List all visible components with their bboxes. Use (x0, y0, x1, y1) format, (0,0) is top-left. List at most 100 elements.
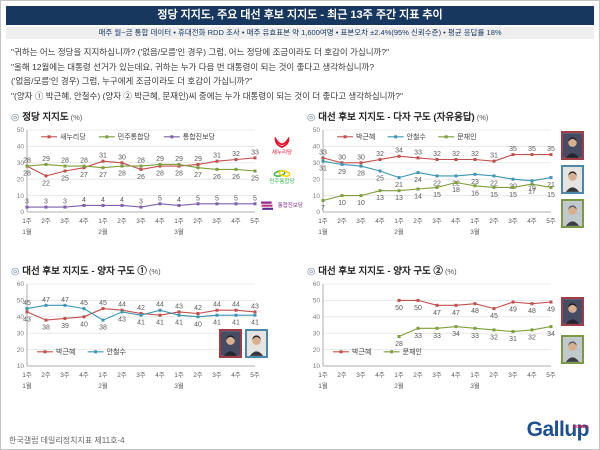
value-label: 28 (137, 158, 145, 165)
value-label: 45 (490, 313, 498, 320)
saenuri-party-logo: 새누리당 (263, 137, 301, 156)
data-point (473, 302, 477, 306)
value-label: 4 (82, 197, 86, 204)
data-point (492, 174, 496, 178)
data-point (25, 205, 29, 209)
value-label: 28 (80, 158, 88, 165)
month-label: 2월 (98, 381, 108, 390)
value-label: 28 (156, 171, 164, 178)
y-tick-label: 20 (313, 176, 321, 183)
value-label: 42 (194, 305, 202, 312)
value-label: 17 (528, 189, 536, 196)
x-tick-label: 3주 (432, 371, 442, 379)
legend-marker (343, 135, 347, 139)
bullet-icon: ◎ (11, 266, 20, 277)
data-point (416, 298, 420, 302)
value-label: 26 (137, 174, 145, 181)
data-point (25, 310, 29, 314)
data-point (454, 325, 458, 329)
data-point (378, 189, 382, 193)
head-to-head-2-plot: 10 20 30 40 50 60 1주 2주 3주 4주 1주 2주 3주 4주 1주 2주 3주 4주 5주 1월… (313, 281, 556, 390)
value-label: 45 (99, 300, 107, 307)
value-label: 43 (23, 316, 31, 323)
value-label: 26 (213, 174, 221, 181)
value-label: 21 (395, 182, 403, 189)
question-line: ('없음/모름'인 경우) 그럼, 누구에게 조금이라도 더 호감이 가십니까?… (11, 76, 253, 86)
data-point (44, 318, 48, 322)
data-point (196, 312, 200, 316)
value-label: 15 (490, 192, 498, 199)
value-label: 44 (232, 302, 240, 309)
data-point (530, 153, 534, 157)
month-label: 2월 (394, 381, 404, 390)
value-label: 15 (547, 192, 555, 199)
y-tick-label: 60 (313, 281, 321, 288)
y-tick-label: 60 (17, 281, 25, 288)
data-point (492, 159, 496, 163)
legend-label: 박근혜 (56, 347, 75, 356)
data-point (101, 166, 105, 170)
value-label: 32 (490, 334, 498, 341)
data-point (82, 315, 86, 319)
data-point (82, 164, 86, 168)
value-label: 32 (433, 151, 441, 158)
value-label: 21 (547, 182, 555, 189)
y-tick-label: 40 (17, 144, 25, 151)
data-point (492, 185, 496, 189)
data-point (454, 158, 458, 162)
value-label: 3 (63, 199, 67, 206)
legend-marker (105, 135, 109, 139)
data-point (101, 307, 105, 311)
data-point (196, 162, 200, 166)
data-point (359, 194, 363, 198)
question-line: "(양자 ① 박근혜, 안철수) (양자 ② 박근혜, 문재인)씨 중에는 누가… (11, 90, 404, 101)
data-point (340, 162, 344, 166)
chart-unit: (%) (70, 113, 83, 122)
value-label: 28 (357, 171, 365, 178)
value-label: 41 (232, 320, 240, 327)
value-label: 22 (42, 180, 50, 187)
x-tick-label: 3주 (508, 217, 518, 225)
legend-marker (390, 350, 394, 354)
data-point (378, 158, 382, 162)
value-label: 13 (376, 195, 384, 202)
tongjin-logo-icon (261, 201, 274, 210)
data-point (101, 203, 105, 207)
data-point (177, 164, 181, 168)
data-point (158, 313, 162, 317)
legend-marker (444, 135, 448, 139)
data-point (44, 303, 48, 307)
data-point (139, 313, 143, 317)
data-point (234, 167, 238, 171)
x-tick-label: 2주 (117, 371, 127, 379)
data-point (340, 194, 344, 198)
x-tick-label: 3주 (356, 371, 366, 379)
value-label: 13 (395, 195, 403, 202)
value-label: 34 (547, 331, 555, 338)
value-label: 23 (471, 179, 479, 186)
head-to-head-1-chart: ◎ 대선 후보 지지도 - 양자 구도 ① (%) 10 20 30 40 50 60 1주 2주… (11, 263, 303, 411)
x-tick-label: 3주 (136, 371, 146, 379)
data-point (158, 162, 162, 166)
x-tick-label: 2주 (337, 371, 347, 379)
source-citation: 한국갤럽 데일리정치지표 제11호-4 (9, 436, 125, 445)
value-label: 30 (338, 154, 346, 161)
value-label: 5 (196, 195, 200, 202)
month-label: 3월 (470, 227, 480, 236)
value-label: 28 (395, 341, 403, 348)
bullet-icon: ◎ (11, 112, 20, 123)
value-label: 3 (25, 199, 29, 206)
x-tick-label: 2주 (413, 371, 423, 379)
gallup-korea-label: KOREA (572, 424, 589, 429)
value-label: 41 (175, 320, 183, 327)
x-tick-label: 3주 (508, 371, 518, 379)
data-point (549, 300, 553, 304)
legend-label: 안철수 (407, 132, 427, 141)
y-tick-label: 10 (313, 363, 321, 370)
value-label: 4 (101, 197, 105, 204)
month-label: 2월 (98, 227, 108, 236)
data-point (340, 161, 344, 165)
value-label: 44 (156, 302, 164, 309)
value-label: 24 (414, 177, 422, 184)
